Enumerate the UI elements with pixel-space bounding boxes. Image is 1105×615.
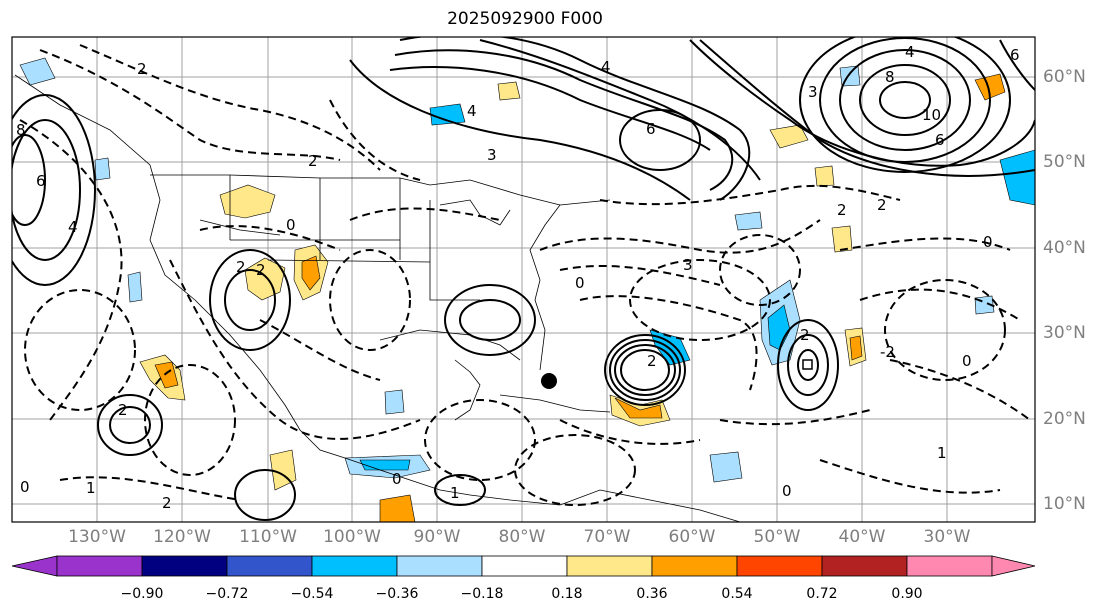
graticule	[12, 37, 1035, 522]
contour-label: 4	[467, 102, 477, 120]
shade-positive-strong	[849, 335, 863, 361]
shade-negative-strong	[359, 459, 411, 471]
lat-label-20n: 20°N	[1043, 409, 1086, 429]
contour-label: 2	[118, 401, 128, 419]
contour-label: 2	[137, 60, 147, 78]
contour-label: 2	[256, 261, 266, 279]
contour-label: 1	[937, 444, 947, 462]
colorbar-tick: −0.72	[205, 586, 249, 602]
map-frame	[11, 36, 1036, 523]
colorbar	[11, 555, 1036, 577]
contour-label: 6	[36, 172, 46, 190]
shade-negative	[127, 271, 143, 303]
contour-label: 2	[647, 352, 657, 370]
contour-label: 8	[16, 121, 26, 139]
lon-label-40w: 40°W	[838, 527, 886, 547]
shade-negative	[429, 103, 466, 126]
contour-label: 3	[487, 146, 497, 164]
lat-label-40n: 40°N	[1043, 238, 1086, 258]
lat-label-60n: 60°N	[1043, 67, 1086, 87]
shade-positive-strong	[614, 397, 663, 419]
coastlines	[14, 74, 741, 522]
contour-label: 10	[922, 106, 941, 124]
shade-negative	[709, 451, 743, 483]
lon-label-80w: 80°W	[498, 527, 546, 547]
colorbar-tick: 0.90	[891, 586, 923, 602]
colorbar-tick: 0.72	[806, 586, 838, 602]
map-title: 2025092900 F000	[447, 9, 603, 29]
colorbar-tick: 0.36	[636, 586, 668, 602]
lat-label-10n: 10°N	[1043, 494, 1086, 514]
contour-label: 0	[983, 233, 993, 251]
contour-labels: 6 2 8 4 0 2 4 3 6 4 10 8 6 4 3 3 2 2 2 1…	[16, 43, 1020, 512]
lon-label-60w: 60°W	[668, 527, 716, 547]
shade-positive	[831, 225, 853, 253]
contour-label: -2	[880, 343, 895, 361]
solid-contours	[12, 37, 1035, 521]
contour-label: 6	[1010, 46, 1020, 64]
shade-positive-strong	[301, 255, 321, 291]
contour-label: 3	[808, 83, 818, 101]
contour-label: 2	[877, 196, 887, 214]
lon-label-120w: 120°W	[153, 527, 211, 547]
contour-label: 2	[162, 494, 172, 512]
shade-positive	[974, 73, 1006, 101]
high-marker	[802, 359, 813, 370]
lon-label-30w: 30°W	[923, 527, 971, 547]
lat-label-30n: 30°N	[1043, 323, 1086, 343]
colorbar-extend-low	[11, 555, 58, 577]
colorbar-tick: −0.36	[375, 586, 419, 602]
shade-negative	[19, 57, 56, 86]
lon-label-70w: 70°W	[583, 527, 631, 547]
contour-label: 1	[450, 484, 460, 502]
shade-positive-strong	[154, 361, 179, 389]
contour-label: 0	[575, 274, 585, 292]
shade-positive	[244, 257, 286, 301]
contour-label: 0	[962, 352, 972, 370]
lon-label-90w: 90°W	[413, 527, 461, 547]
contour-label: 4	[601, 58, 611, 76]
contour-label: 2	[308, 152, 318, 170]
colorbar-tick: 0.54	[721, 586, 753, 602]
shade-negative	[384, 389, 405, 415]
colorbar-tick: −0.18	[460, 586, 504, 602]
dashed-contours	[19, 44, 1031, 506]
contour-label: 6	[646, 120, 656, 138]
shade-positive	[769, 124, 809, 149]
contour-label: 0	[20, 478, 30, 496]
lon-label-110w: 110°W	[239, 527, 297, 547]
contour-label: 2	[236, 258, 246, 276]
shade-negative	[734, 211, 763, 231]
contour-label: 4	[68, 218, 78, 236]
colorbar-tick: −0.90	[120, 586, 164, 602]
shade-positive	[379, 494, 416, 522]
lon-label-100w: 100°W	[323, 527, 381, 547]
contour-label: 0	[286, 216, 296, 234]
contour-label: 2	[800, 326, 810, 344]
lon-label-130w: 130°W	[68, 527, 126, 547]
lat-label-50n: 50°N	[1043, 152, 1086, 172]
shade-negative	[94, 157, 111, 181]
shade-positive	[814, 165, 835, 187]
shading	[19, 57, 1035, 522]
contour-label: 0	[782, 482, 792, 500]
lon-label-50w: 50°W	[753, 527, 801, 547]
storm-marker	[541, 373, 557, 389]
contour-label: 3	[683, 256, 693, 274]
contour-label: 6	[935, 131, 945, 149]
colorbar-tick: 0.18	[551, 586, 583, 602]
shade-negative	[999, 149, 1035, 206]
colorbar-extend-high	[991, 555, 1036, 577]
shade-positive	[219, 184, 276, 219]
contour-label: 0	[392, 470, 402, 488]
colorbar-tick: −0.54	[290, 586, 334, 602]
contour-label: 2	[837, 201, 847, 219]
contour-label: 8	[885, 68, 895, 86]
shade-positive	[497, 81, 521, 101]
contour-label: 4	[905, 43, 915, 61]
contour-label: 1	[86, 479, 96, 497]
